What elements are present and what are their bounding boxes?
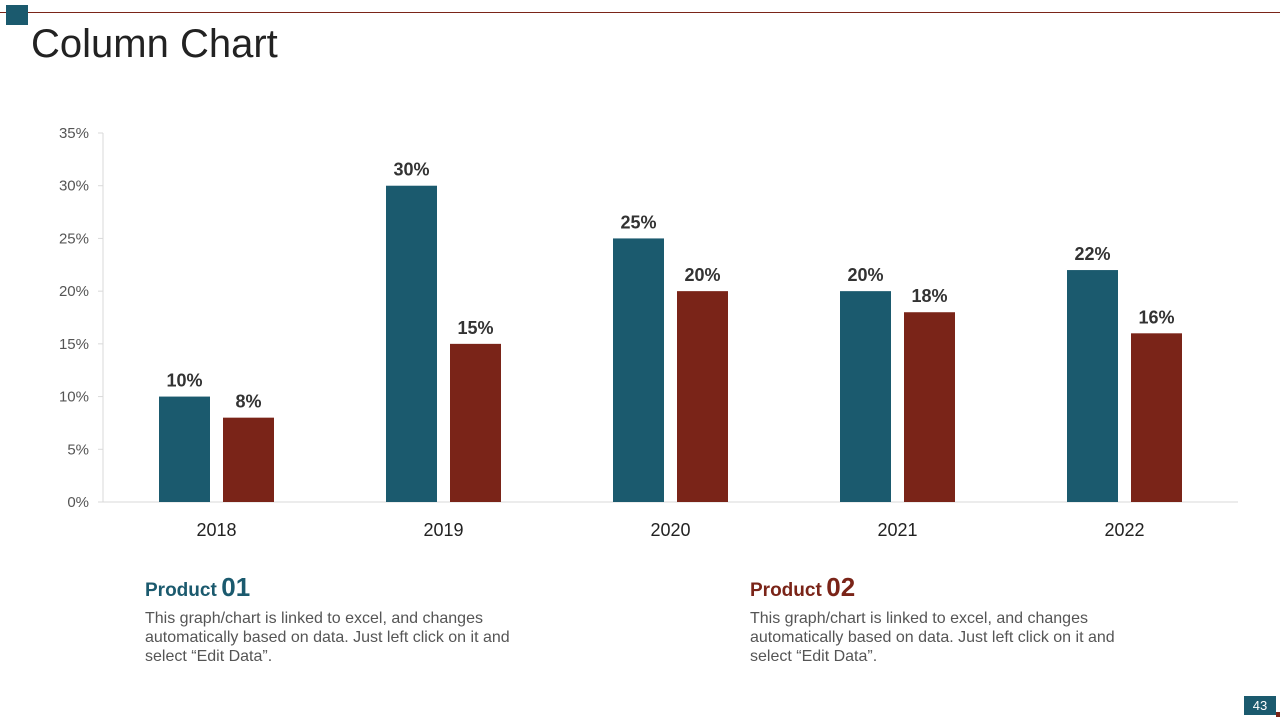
data-label: 20% [847, 265, 883, 285]
x-tick-label: 2018 [196, 520, 236, 540]
data-label: 30% [393, 160, 429, 180]
data-label: 22% [1074, 244, 1110, 264]
y-tick-label: 10% [59, 389, 89, 406]
bar-product-01-2022 [1067, 270, 1118, 502]
page-number-accent [1276, 712, 1280, 717]
data-label: 15% [457, 318, 493, 338]
column-chart: 0% 5% 10% 15% 20% 25% 30% 35% 10% 8% 2018 30% 15% 201… [59, 125, 1238, 540]
x-tick-label: 2022 [1104, 520, 1144, 540]
data-label: 8% [235, 392, 261, 412]
bar-product-02-2019 [450, 343, 501, 502]
bar-product-01-2019 [386, 185, 437, 502]
top-rule [0, 12, 1280, 13]
data-label: 20% [684, 265, 720, 285]
page-number: 43 [1244, 696, 1276, 715]
x-tick-label: 2019 [423, 520, 463, 540]
data-label: 16% [1138, 307, 1174, 327]
x-tick-label: 2021 [877, 520, 917, 540]
y-tick-label: 20% [59, 283, 89, 300]
y-tick-label: 35% [59, 125, 89, 142]
y-tick-label: 30% [59, 178, 89, 195]
product-02-heading: Product 02 [750, 572, 1130, 603]
y-tick-label: 0% [67, 494, 89, 511]
product-01-description: This graph/chart is linked to excel, and… [145, 610, 510, 665]
y-tick-label: 25% [59, 230, 89, 247]
y-tick-label: 5% [67, 441, 89, 458]
bar-product-02-2018 [223, 417, 274, 502]
x-tick-label: 2020 [650, 520, 690, 540]
product-02-legend: Product 02 This graph/chart is linked to… [750, 572, 1130, 666]
bar-product-01-2021 [840, 291, 891, 502]
data-label: 18% [911, 286, 947, 306]
data-label: 10% [166, 371, 202, 391]
bar-product-01-2018 [159, 396, 210, 502]
product-02-number: 02 [826, 572, 856, 602]
product-02-word: Product [750, 580, 822, 601]
page-title: Column Chart [31, 22, 278, 66]
bar-product-02-2022 [1131, 333, 1182, 502]
product-01-word: Product [145, 580, 217, 601]
product-01-legend: Product 01 This graph/chart is linked to… [145, 572, 525, 666]
y-tick-label: 15% [59, 336, 89, 353]
corner-accent [6, 5, 28, 25]
product-01-heading: Product 01 [145, 572, 525, 603]
data-label: 25% [620, 212, 656, 232]
bar-product-01-2020 [613, 238, 664, 502]
bar-product-02-2020 [677, 291, 728, 502]
bar-product-02-2021 [904, 312, 955, 502]
product-02-description: This graph/chart is linked to excel, and… [750, 610, 1115, 665]
product-01-number: 01 [221, 572, 251, 602]
